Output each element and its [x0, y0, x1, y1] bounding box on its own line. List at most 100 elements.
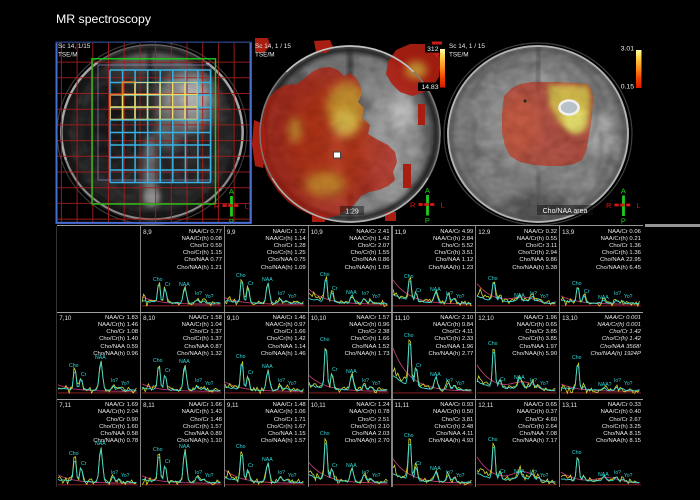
svg-text:Cr: Cr: [248, 463, 254, 469]
svg-text:Cho: Cho: [153, 358, 163, 364]
svg-text:Yo?: Yo?: [456, 381, 465, 387]
svg-text:Cho: Cho: [153, 447, 163, 453]
svg-text:Cho: Cho: [488, 437, 498, 443]
svg-text:Cr: Cr: [165, 282, 171, 288]
svg-text:NAA: NAA: [430, 372, 441, 378]
svg-text:Cho: Cho: [69, 451, 79, 457]
svg-text:Cho: Cho: [488, 276, 498, 282]
svg-text:Cho: Cho: [236, 273, 246, 279]
svg-text:NAA: NAA: [346, 463, 357, 469]
svg-text:Cho: Cho: [236, 354, 246, 360]
svg-text:NAA: NAA: [95, 441, 106, 447]
svg-text:Cr: Cr: [332, 367, 338, 373]
svg-text:1:29: 1:29: [345, 209, 359, 216]
svg-text:Yo?: Yo?: [624, 381, 633, 387]
svg-text:R: R: [214, 201, 220, 210]
svg-text:NAA: NAA: [430, 466, 441, 472]
svg-text:Io?: Io?: [614, 378, 621, 384]
svg-text:R: R: [606, 201, 612, 210]
svg-text:NAA?: NAA?: [598, 382, 612, 388]
svg-text:L: L: [245, 201, 249, 210]
svg-text:R: R: [410, 200, 416, 209]
svg-text:NAA: NAA: [262, 457, 273, 463]
svg-text:Yo?: Yo?: [624, 294, 633, 300]
svg-text:Cr: Cr: [81, 372, 87, 378]
svg-text:Yo?: Yo?: [540, 381, 549, 387]
svg-text:L: L: [637, 201, 641, 210]
svg-text:Yo?: Yo?: [288, 473, 297, 479]
svg-text:Yo?: Yo?: [205, 473, 214, 479]
svg-text:Yo?: Yo?: [624, 473, 633, 479]
svg-text:Cr: Cr: [416, 461, 422, 467]
svg-text:Cr: Cr: [416, 288, 422, 294]
svg-text:NAA: NAA: [262, 364, 273, 370]
svg-text:Cho: Cho: [404, 333, 414, 339]
svg-text:NAA: NAA: [514, 375, 525, 381]
svg-text:A: A: [229, 187, 234, 196]
svg-text:Io?: Io?: [446, 378, 453, 384]
svg-text:Yo?: Yo?: [540, 473, 549, 479]
svg-text:Io?: Io?: [530, 291, 537, 297]
svg-text:Io?: Io?: [530, 470, 537, 476]
svg-text:Io?: Io?: [446, 470, 453, 476]
svg-text:0.15: 0.15: [621, 84, 634, 91]
svg-text:Cho: Cho: [320, 337, 330, 343]
svg-text:Cr: Cr: [332, 286, 338, 292]
svg-text:Io?: Io?: [446, 291, 453, 297]
svg-text:Io?: Io?: [195, 291, 202, 297]
svg-text:Yo?: Yo?: [372, 473, 381, 479]
svg-text:Yo?: Yo?: [372, 381, 381, 387]
svg-text:Io?: Io?: [614, 470, 621, 476]
svg-text:Cho: Cho: [320, 431, 330, 437]
svg-text:Yo?: Yo?: [456, 473, 465, 479]
svg-text:Sc 14, 1/15: Sc 14, 1/15: [58, 43, 91, 50]
svg-text:NAA: NAA: [346, 369, 357, 375]
svg-text:Yo?: Yo?: [372, 294, 381, 300]
svg-text:NAA: NAA: [346, 290, 357, 296]
svg-text:NAA: NAA: [598, 295, 609, 301]
svg-text:Yo?: Yo?: [540, 294, 549, 300]
svg-text:Yo?: Yo?: [288, 381, 297, 387]
svg-text:Io?: Io?: [278, 470, 285, 476]
svg-text:Io?: Io?: [111, 470, 118, 476]
svg-text:Cho: Cho: [488, 341, 498, 347]
svg-text:NAA: NAA: [95, 355, 106, 361]
svg-text:3.01: 3.01: [621, 46, 634, 53]
svg-text:Yo?: Yo?: [288, 294, 297, 300]
svg-text:Cho/NAA area: Cho/NAA area: [543, 208, 588, 215]
svg-text:NAA: NAA: [262, 277, 273, 283]
svg-text:14.83: 14.83: [421, 84, 438, 91]
svg-text:Yo?: Yo?: [121, 473, 130, 479]
svg-text:P: P: [229, 217, 234, 226]
svg-text:Cr: Cr: [500, 469, 506, 475]
svg-text:Io?: Io?: [362, 291, 369, 297]
svg-text:Io?: Io?: [614, 291, 621, 297]
svg-text:312: 312: [427, 46, 439, 53]
svg-text:Io?: Io?: [530, 378, 537, 384]
svg-text:NAA: NAA: [430, 287, 441, 293]
svg-text:Cr: Cr: [248, 370, 254, 376]
svg-text:TSE/M: TSE/M: [58, 52, 78, 59]
svg-text:Cho: Cho: [572, 450, 582, 456]
svg-text:Cr: Cr: [416, 363, 422, 369]
svg-text:NAA: NAA: [514, 469, 525, 475]
svg-text:Io?: Io?: [278, 291, 285, 297]
svg-text:Cr: Cr: [500, 377, 506, 383]
svg-text:Io?: Io?: [195, 378, 202, 384]
svg-text:TSE/M: TSE/M: [255, 52, 275, 59]
svg-text:NAA: NAA: [179, 359, 190, 365]
svg-text:Cr: Cr: [165, 459, 171, 465]
svg-text:NAA: NAA: [598, 472, 609, 478]
svg-text:Cho: Cho: [69, 363, 79, 369]
svg-text:Cho: Cho: [320, 272, 330, 278]
svg-text:Io?: Io?: [362, 470, 369, 476]
svg-text:Cho: Cho: [404, 433, 414, 439]
svg-text:L: L: [441, 200, 445, 209]
svg-text:Io?: Io?: [111, 378, 118, 384]
svg-text:P: P: [425, 216, 430, 225]
svg-text:NAA: NAA: [179, 282, 190, 288]
svg-text:Cr: Cr: [332, 463, 338, 469]
svg-text:Sc 14, 1 / 15: Sc 14, 1 / 15: [449, 43, 485, 50]
svg-text:Cr: Cr: [584, 289, 590, 295]
svg-text:P: P: [621, 217, 626, 226]
